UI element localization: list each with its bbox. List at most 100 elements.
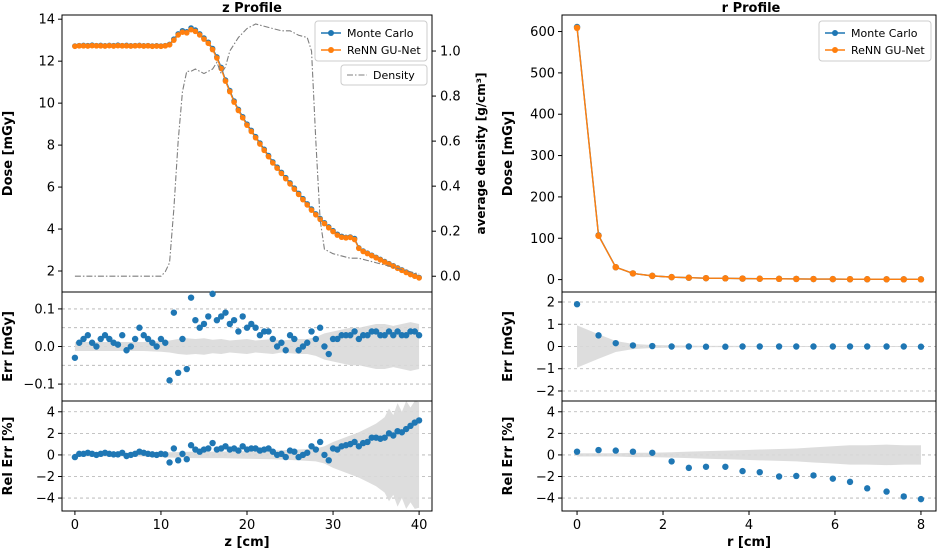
- r-relerr-point-2: [612, 447, 619, 454]
- z-relerr-ylabel: Rel Err [%]: [1, 417, 16, 496]
- z-dose-series-1-point-6: [97, 43, 104, 49]
- r-err-ytick-label-1: 1: [547, 318, 555, 333]
- z-err-ytick-label-2: −0.1: [23, 378, 55, 393]
- r-err-point-0: [573, 301, 581, 308]
- z-err-point-59: [325, 350, 332, 358]
- z-relerr-ytick-label-3: −2: [36, 470, 55, 485]
- z-relerr-point-59: [325, 457, 332, 464]
- z-profile-figure: z Profile 2 4 6 8 10 12 14 Dose [mGy] 0.0 0.2 0.4 0…: [1, 1, 488, 550]
- z-relerr-point-38: [235, 447, 242, 454]
- z-relerr-point-25: [179, 450, 186, 458]
- z-dose-series-1-point-52: [295, 191, 302, 198]
- r-dose-series-1-point-15: [846, 275, 854, 283]
- z-dose-series-1-point-31: [205, 40, 212, 47]
- z-dose-series-1-point-24: [175, 32, 181, 38]
- z-err-point-12: [123, 347, 130, 354]
- z-err-point-73: [385, 328, 393, 335]
- z-dose-series-1-point-4: [89, 42, 95, 49]
- r-err-ytick-label-2: 0: [547, 340, 555, 355]
- z-err-point-40: [243, 324, 251, 331]
- z-relerr-point-65: [351, 438, 358, 446]
- z-dose-y2tick-label-1: 0.2: [440, 225, 461, 240]
- z-relerr-point-58: [321, 451, 328, 459]
- r-dose-ytick-label-5: 500: [530, 66, 555, 81]
- z-dose-series-1-point-60: [330, 228, 336, 235]
- z-dose-series-1-point-56: [313, 211, 319, 218]
- r-relerr-point-19: [917, 495, 925, 503]
- z-err-point-22: [166, 377, 173, 384]
- z-relerr-point-72: [381, 434, 388, 441]
- z-relerr-xtick-label-1: 10: [153, 518, 170, 533]
- r-relerr-point-8: [722, 463, 729, 470]
- r-relerr-point-15: [846, 478, 854, 486]
- z-relerr-ytick-label-1: 2: [47, 427, 55, 442]
- z-err-point-33: [213, 316, 221, 324]
- z-dose-series-1-point-3: [85, 43, 91, 49]
- z-relerr-point-80: [415, 417, 423, 424]
- z-err-point-45: [265, 328, 272, 335]
- z-dose-series-1-point-13: [128, 43, 134, 49]
- z-err-point-24: [174, 369, 182, 377]
- z-relerr-point-32: [209, 439, 216, 447]
- r-dose-ytick-label-0: 0: [547, 273, 555, 288]
- z-err-point-66: [355, 335, 363, 343]
- z-dose-series-1-point-48: [278, 170, 285, 177]
- r-err-point-11: [775, 343, 783, 350]
- z-dose-series-1-point-49: [282, 175, 289, 182]
- z-dose-series-1-point-17: [145, 43, 151, 49]
- r-dose-ytick-label-4: 400: [530, 108, 555, 123]
- z-relerr-point-68: [364, 438, 371, 446]
- z-err-point-5: [93, 343, 100, 350]
- z-err-point-34: [217, 313, 225, 320]
- r-err-point-15: [846, 343, 854, 350]
- r-err-point-7: [702, 343, 710, 350]
- z-dose-ylabel: Dose [mGy]: [1, 111, 16, 196]
- z-dose-series-1-point-11: [119, 43, 126, 49]
- z-dose-ytick-label-3: 8: [47, 139, 55, 154]
- z-dose-series-1-point-42: [252, 134, 259, 141]
- z-dose-y2tick-label-3: 0.6: [440, 135, 461, 150]
- z-err-point-35: [222, 309, 229, 316]
- z-dose-series-1-point-39: [239, 115, 246, 121]
- z-dose-series-1-point-78: [407, 271, 414, 278]
- r-dose-legend: Monte Carlo ReNN GU-Net: [818, 20, 932, 62]
- r-dose-series-1-point-3: [629, 270, 637, 277]
- z-dose-series-1-point-16: [140, 43, 147, 49]
- r-err-point-18: [900, 343, 907, 350]
- z-relerr-xtick-label-2: 20: [239, 518, 256, 533]
- z-dose-series-1-point-79: [411, 273, 418, 280]
- z-dose-series-1-point-22: [166, 41, 173, 48]
- z-dose-series-1-point-53: [300, 196, 306, 203]
- z-err-point-80: [415, 332, 423, 339]
- r-relerr-point-7: [702, 463, 710, 470]
- z-dose-density-line: [74, 23, 420, 277]
- z-relerr-point-56: [312, 446, 320, 453]
- z-dose-series-1-point-29: [196, 32, 203, 38]
- r-err-point-14: [829, 343, 837, 350]
- r-dose-ytick-label-3: 300: [530, 149, 555, 164]
- z-dose-legend-label-1: ReNN GU-Net: [347, 44, 421, 57]
- z-dose-series-1-point-27: [188, 26, 194, 33]
- z-dose-series-1-point-7: [102, 43, 108, 49]
- r-dose-legend-marker-0: [832, 30, 838, 36]
- r-relerr-point-6: [685, 464, 693, 472]
- z-err-point-19: [153, 343, 160, 350]
- z-dose-series-1-point-69: [368, 252, 375, 259]
- z-relerr-point-57: [316, 438, 324, 446]
- z-dose-series-1-point-1: [76, 43, 83, 49]
- z-dose-series-1-point-15: [136, 42, 143, 49]
- r-relerr-point-10: [756, 468, 763, 476]
- z-err-point-16: [140, 332, 147, 339]
- r-dose-series-1-point-2: [612, 263, 619, 271]
- z-relerr-xlabel: z [cm]: [224, 535, 269, 550]
- r-dose-series-1-point-9: [739, 275, 746, 282]
- z-dose-series-1-point-30: [201, 36, 207, 42]
- z-dose-series-1-point-50: [287, 181, 293, 187]
- z-dose-series-1-point-58: [321, 220, 328, 227]
- z-err-point-0: [71, 354, 79, 361]
- z-dose-series-1-point-57: [317, 216, 323, 223]
- z-dose-y2tick-label-4: 0.8: [440, 90, 461, 105]
- z-dose-series-1-point-40: [244, 122, 250, 128]
- z-relerr-ytick-label-4: −4: [36, 492, 55, 507]
